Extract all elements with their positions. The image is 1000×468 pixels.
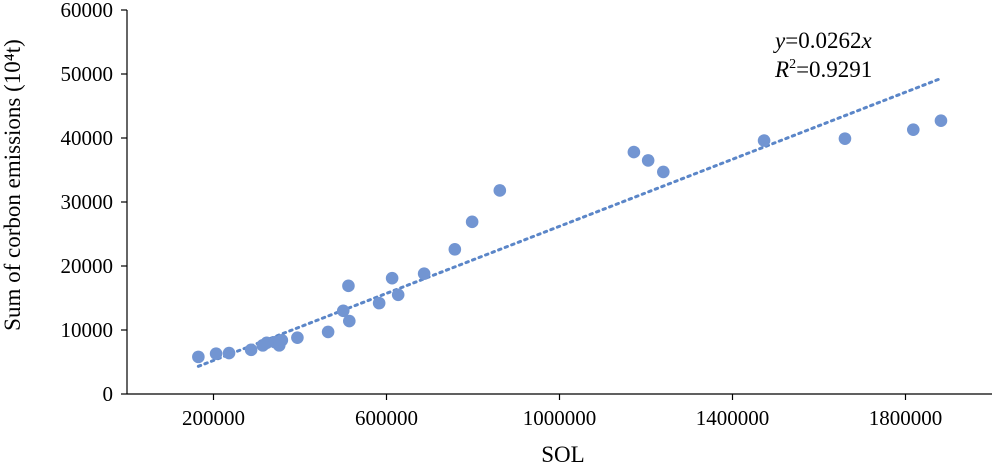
data-point bbox=[222, 346, 236, 360]
data-point bbox=[244, 343, 258, 357]
regression-equation: y=0.0262x bbox=[773, 28, 872, 53]
data-point bbox=[627, 145, 641, 159]
data-point bbox=[757, 134, 771, 147]
y-tick-label: 30000 bbox=[61, 190, 114, 214]
y-tick-label: 50000 bbox=[61, 62, 114, 86]
y-axis-title: Sum of corbon emissions (10⁴t) bbox=[0, 39, 25, 331]
data-point bbox=[838, 132, 852, 145]
equation-x-symbol: x bbox=[860, 28, 872, 53]
data-point bbox=[934, 114, 948, 128]
data-point bbox=[342, 279, 355, 293]
r-squared-superscript: 2 bbox=[789, 57, 796, 72]
data-point bbox=[448, 243, 462, 256]
y-axis-ticks: 0 10000 20000 30000 40000 50000 60000 bbox=[61, 0, 127, 406]
data-point bbox=[657, 165, 670, 179]
x-axis-ticks: 200000 600000 1000000 1400000 1800000 bbox=[182, 394, 942, 430]
trendline bbox=[196, 76, 943, 368]
y-tick-label: 10000 bbox=[61, 318, 114, 342]
y-tick-label: 0 bbox=[103, 382, 114, 406]
data-point bbox=[343, 314, 356, 328]
r-squared-value: =0.9291 bbox=[796, 57, 872, 82]
r-squared-label: R2=0.9291 bbox=[774, 57, 872, 82]
x-tick-label: 1400000 bbox=[696, 406, 770, 430]
x-tick-label: 200000 bbox=[182, 406, 245, 430]
x-axis-title: SOL bbox=[541, 442, 584, 467]
data-point bbox=[209, 347, 223, 360]
data-point bbox=[906, 123, 920, 136]
data-point bbox=[192, 350, 205, 364]
equation-y-symbol: y bbox=[773, 28, 786, 53]
data-point bbox=[372, 296, 386, 310]
data-point bbox=[321, 325, 335, 339]
r-squared-symbol: R bbox=[774, 57, 789, 82]
x-tick-label: 1800000 bbox=[869, 406, 943, 430]
data-point bbox=[385, 271, 399, 285]
y-tick-label: 60000 bbox=[61, 0, 114, 22]
data-points bbox=[192, 114, 948, 364]
x-tick-label: 1000000 bbox=[523, 406, 597, 430]
y-tick-label: 20000 bbox=[61, 254, 114, 278]
equation-coefficient: =0.0262 bbox=[785, 28, 861, 53]
data-point bbox=[291, 331, 304, 344]
data-point bbox=[275, 333, 289, 347]
data-point bbox=[391, 288, 405, 302]
data-point bbox=[336, 304, 350, 318]
y-tick-label: 40000 bbox=[61, 126, 114, 150]
data-point bbox=[641, 154, 655, 167]
data-point bbox=[417, 267, 431, 280]
data-point bbox=[465, 215, 479, 229]
data-point bbox=[493, 184, 507, 197]
x-tick-label: 600000 bbox=[355, 406, 418, 430]
